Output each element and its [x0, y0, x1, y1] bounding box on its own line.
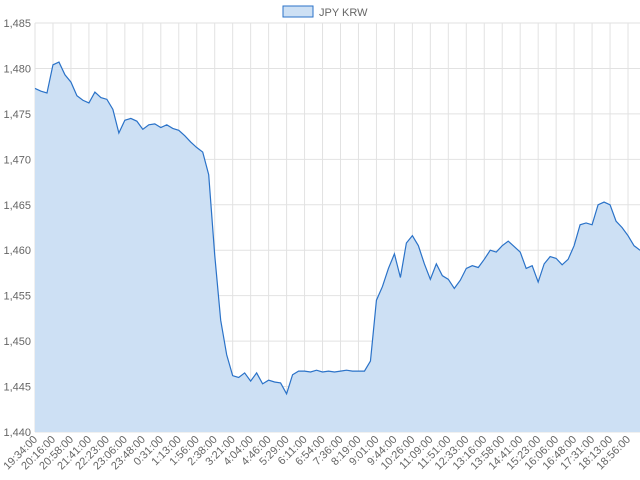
y-tick-label: 1,455: [3, 291, 31, 303]
y-tick-label: 1,475: [3, 109, 31, 121]
y-tick-label: 1,470: [3, 154, 31, 166]
y-tick-label: 1,445: [3, 382, 31, 394]
y-tick-label: 1,485: [3, 18, 31, 30]
y-tick-label: 1,450: [3, 336, 31, 348]
area-line: [34, 61, 640, 396]
y-tick-label: 1,460: [3, 245, 31, 257]
y-tick-label: 1,440: [3, 427, 31, 439]
y-tick-label: 1,465: [3, 200, 31, 212]
legend-label: JPY KRW: [319, 7, 368, 19]
area-fill: [35, 62, 640, 432]
y-tick-label: 1,480: [3, 63, 31, 75]
legend-swatch: [282, 5, 314, 18]
